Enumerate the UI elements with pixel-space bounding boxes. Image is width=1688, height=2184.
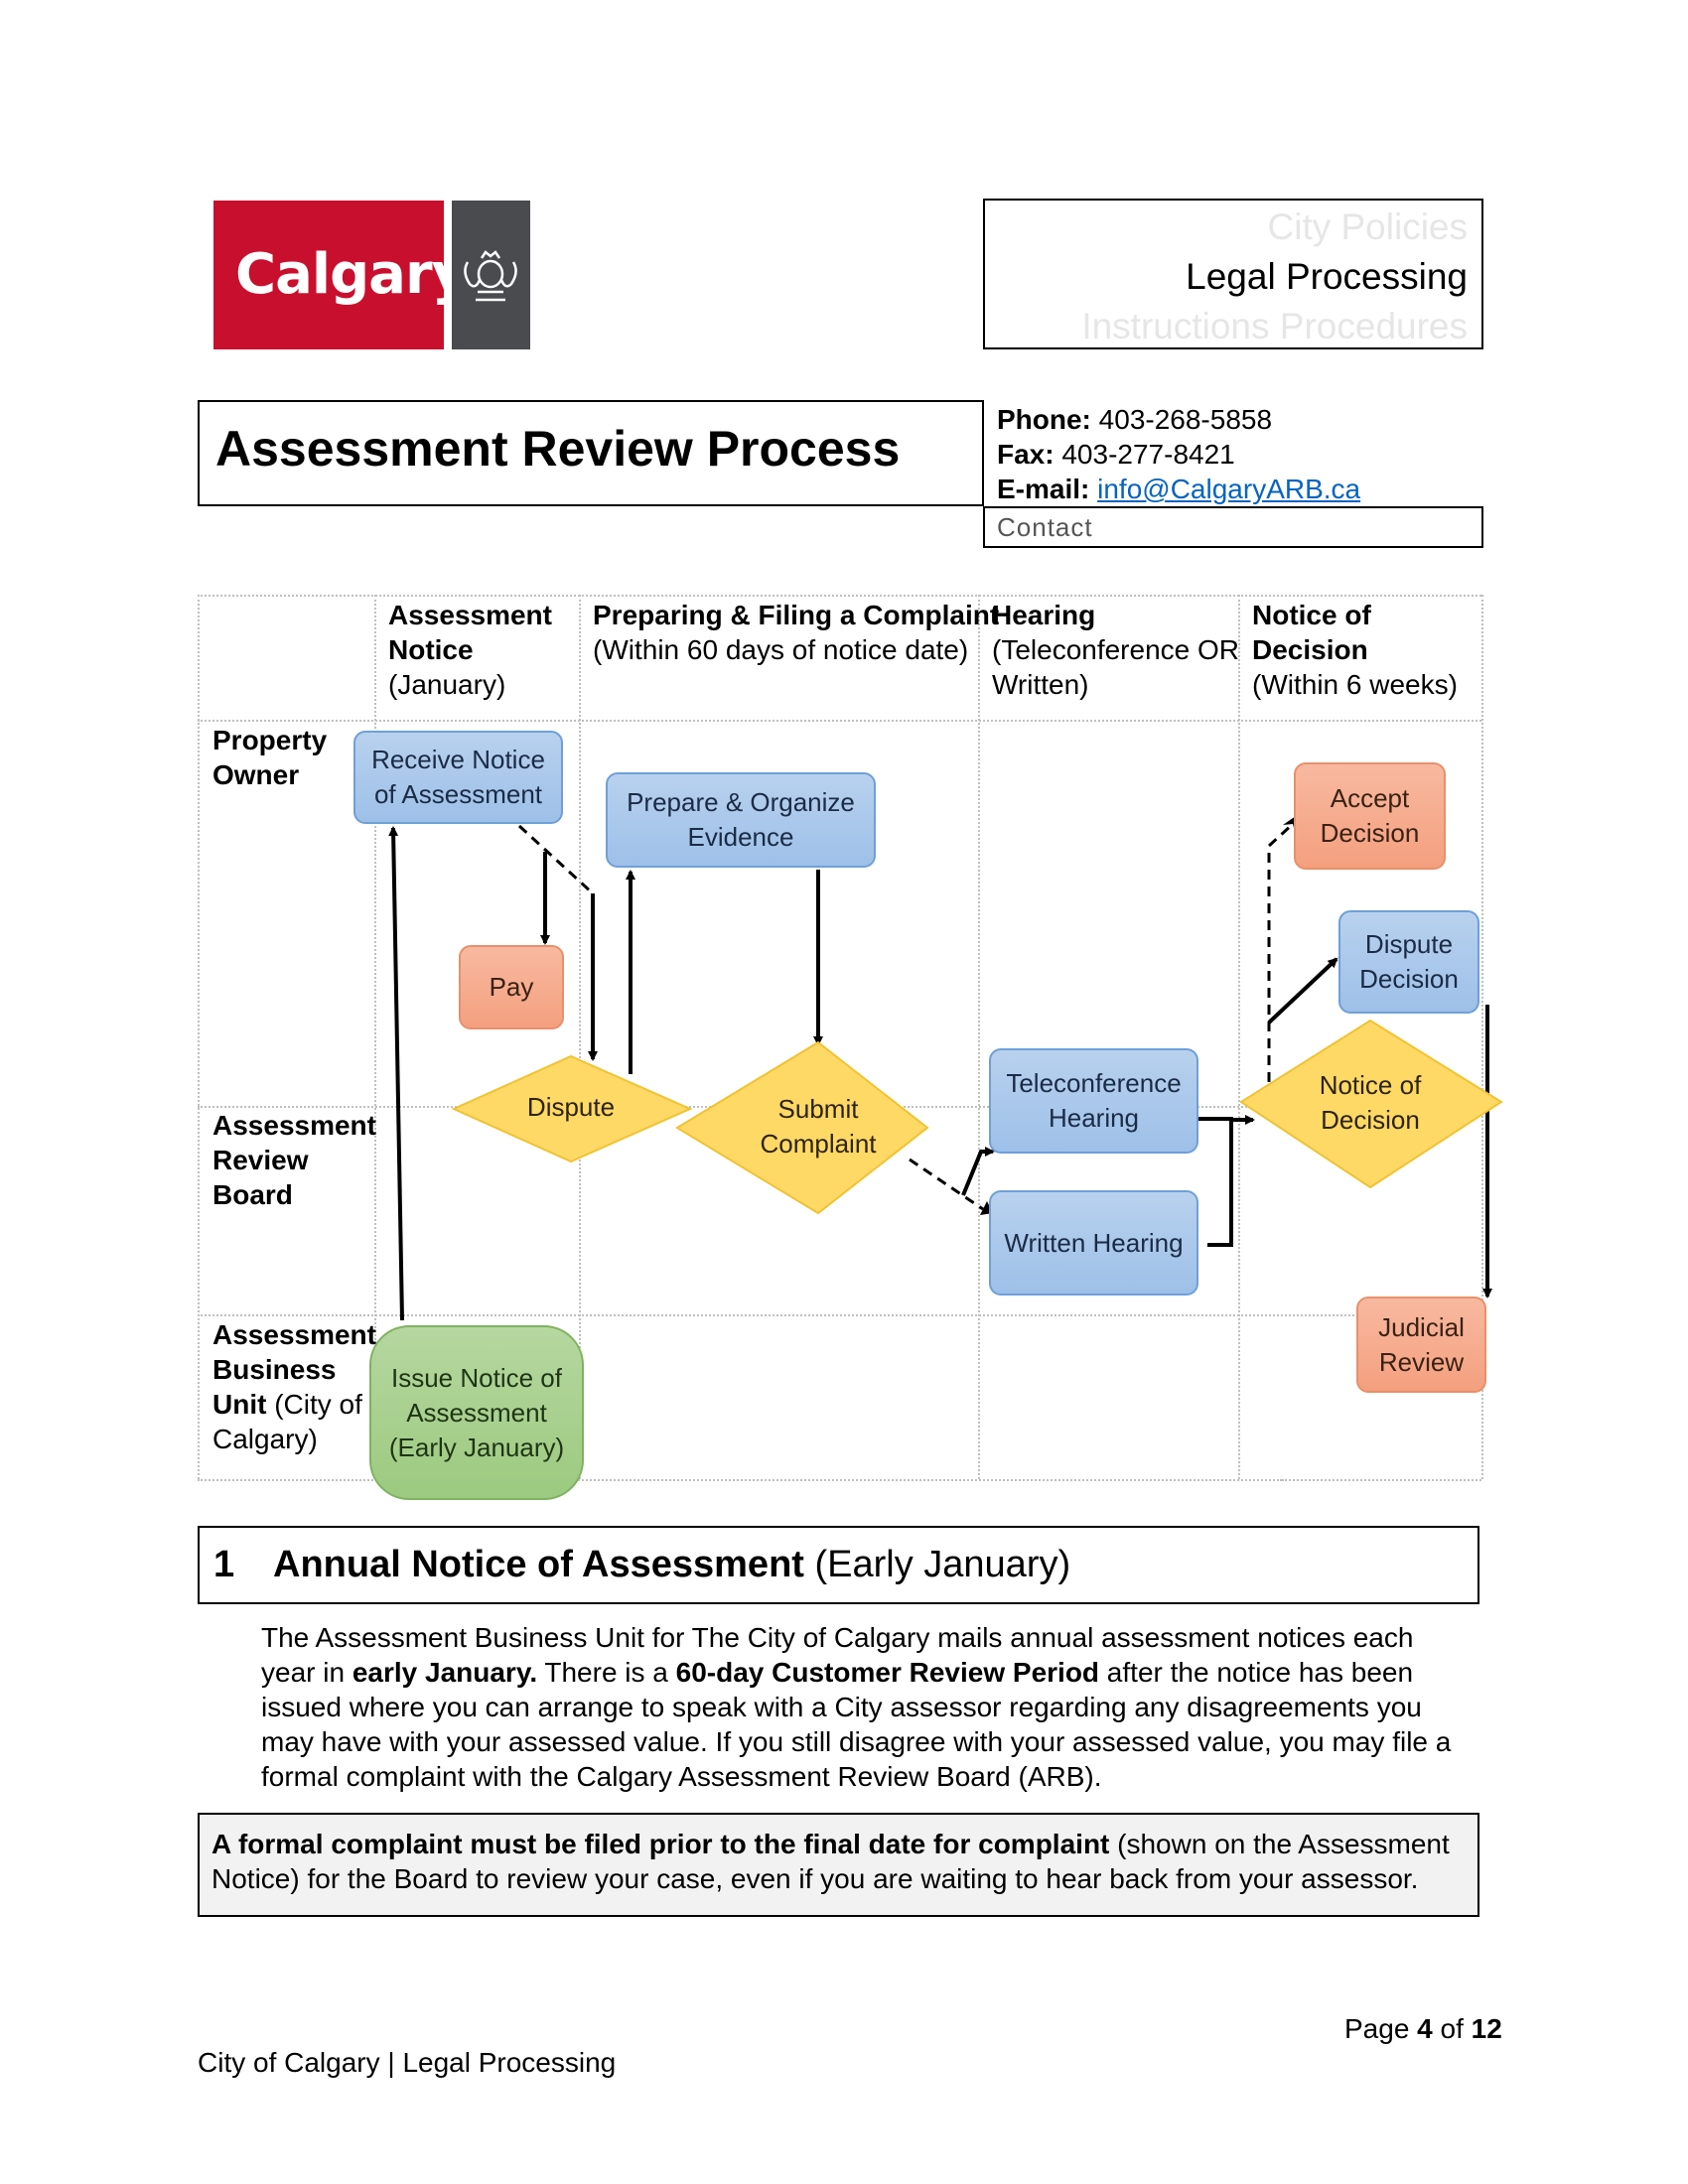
tag-city-policies: City Policies <box>1267 206 1469 247</box>
notice-of-decision-label: Notice of Decision <box>1319 1070 1422 1135</box>
process-flow-diagram: Assessment Notice (January) Preparing & Fi… <box>198 595 1503 1500</box>
row-assessment-business-unit: Assessment Business Unit (City of Calgary) <box>212 1319 376 1454</box>
contact-box: Contact <box>983 506 1483 548</box>
teleconference-hearing-node: Teleconference Hearing <box>989 1048 1198 1154</box>
page-title: Assessment Review Process <box>215 421 901 477</box>
submit-complaint-label: Submit Complaint <box>760 1094 877 1159</box>
section-heading-box: 1 Annual Notice of Assessment (Early Jan… <box>198 1526 1479 1604</box>
section-title: Annual Notice of Assessment (Early Janua… <box>273 1544 1071 1585</box>
calgary-logo: Calgary <box>213 201 468 349</box>
section-paragraph: The Assessment Business Unit for The Cit… <box>261 1622 1452 1792</box>
contact-label: Contact <box>997 512 1093 542</box>
logo-wordmark: Calgary <box>235 242 468 307</box>
fax-line: Fax: 403-277-8421 <box>997 439 1235 470</box>
column-assessment-notice: Assessment Notice (January) <box>388 600 552 700</box>
flow-connectors <box>388 816 1503 1321</box>
section-number: 1 <box>213 1544 235 1585</box>
receive-notice-node: Receive Notice of Assessment <box>353 731 563 824</box>
dispute-decision-node: Dispute Decision <box>1338 910 1479 1014</box>
row-property-owner: Property Owner <box>212 725 328 790</box>
judicial-review-node: Judicial Review <box>1356 1297 1486 1393</box>
column-hearing: Hearing (Teleconference OR Written) <box>992 600 1240 700</box>
coat-of-arms-emblem <box>452 201 530 349</box>
column-notice-of-decision: Notice of Decision (Within 6 weeks) <box>1252 600 1458 700</box>
accept-decision-node: Accept Decision <box>1294 762 1446 870</box>
row-assessment-review-board: Assessment Review Board <box>212 1110 376 1210</box>
page-number: Page 4 of 12 <box>1344 2013 1502 2044</box>
prepare-evidence-node: Prepare & Organize Evidence <box>606 772 876 868</box>
dispute-label: Dispute <box>526 1092 616 1122</box>
notice-of-decision-diamond <box>1239 1019 1503 1189</box>
contact-info: Phone: 403-268-5858 Fax: 403-277-8421 E-… <box>997 402 1360 506</box>
column-preparing-filing: Preparing & Filing a Complaint (Within 60… <box>593 600 1000 665</box>
issue-notice-node: Issue Notice of Assessment (Early January) <box>369 1325 584 1500</box>
written-hearing-node: Written Hearing <box>989 1190 1198 1296</box>
submit-complaint-diamond <box>675 1040 929 1215</box>
phone-line: Phone: 403-268-5858 <box>997 404 1273 435</box>
email-link[interactable]: info@CalgaryARB.ca <box>1097 474 1361 504</box>
document-category-box: City Policies Legal Processing Instructi… <box>983 199 1483 349</box>
title-box: Assessment Review Process <box>198 400 984 506</box>
important-note-text: A formal complaint must be filed prior t… <box>211 1829 1450 1894</box>
tag-legal-processing: Legal Processing <box>1186 256 1468 297</box>
tag-instructions-procedures: Instructions Procedures <box>1081 306 1468 346</box>
footer-text: City of Calgary | Legal Processing <box>198 2047 617 2078</box>
pay-node: Pay <box>459 945 564 1029</box>
email-line: E-mail: info@CalgaryARB.ca <box>997 474 1361 504</box>
dispute-diamond <box>451 1054 693 1163</box>
important-note-box: A formal complaint must be filed prior t… <box>198 1813 1479 1917</box>
